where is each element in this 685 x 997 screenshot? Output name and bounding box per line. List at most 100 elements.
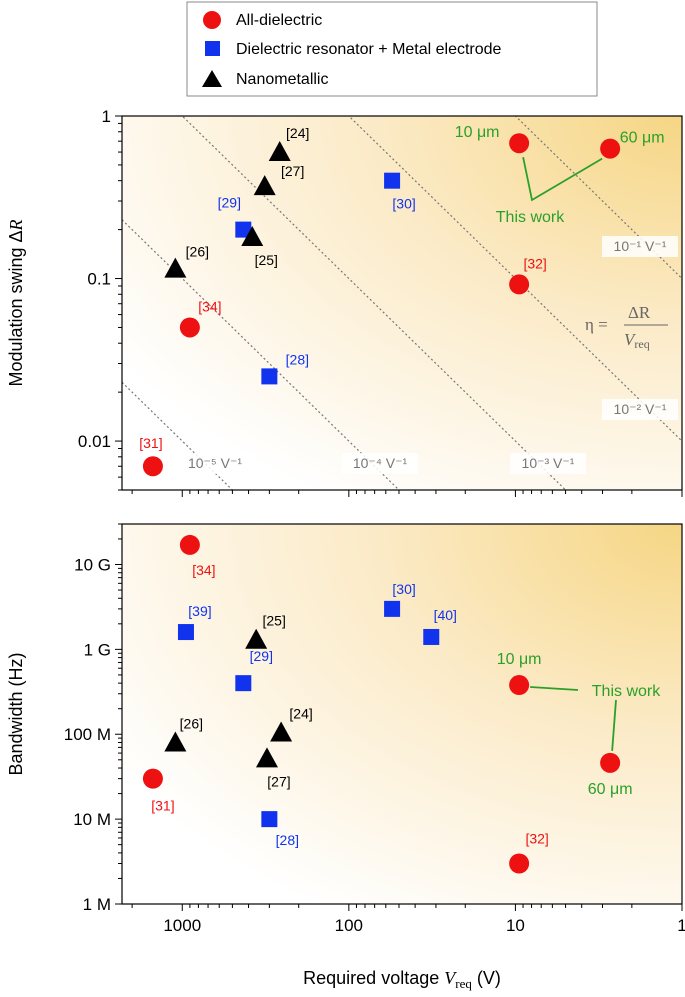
top-label-24: [24]	[286, 125, 309, 141]
bottom-label-26: [26]	[180, 715, 203, 731]
bottom-y-tick-label-1-g: 1 G	[84, 640, 111, 659]
top-plot-background	[122, 116, 682, 490]
bottom-point-all-dielectric-31	[142, 768, 163, 789]
top-y-tick-label-1: 1	[102, 107, 111, 126]
bottom-point-nanometallic-25	[245, 628, 268, 649]
bottom-label-28: [28]	[276, 832, 299, 848]
legend-marker-nanometallic	[202, 70, 222, 87]
x-axis-title: Required voltage Vreq (V)	[303, 968, 501, 991]
top-label-26: [26]	[186, 244, 209, 260]
top-y-tick-label-0-1: 0.1	[87, 270, 111, 289]
bottom-label-40: [40]	[434, 607, 457, 623]
bottom-point-dielectric-resonator-metal-electrode-40	[423, 628, 440, 645]
bottom-y-axis: 1 M 10 M 100 M 1 G 10 G	[64, 523, 122, 914]
formula-denominator: Vreq	[624, 330, 650, 351]
x-tick-label-100: 100	[335, 916, 363, 935]
this-work-annotation-top: This work	[496, 157, 603, 226]
top-point-all-dielectric-31	[142, 456, 163, 477]
top-panel: 10⁻⁵ V⁻¹ 10⁻⁴ V⁻¹ 10⁻³ V⁻¹ 10⁻² V⁻¹ 10⁻¹ V⁻¹…	[6, 107, 683, 497]
x-tick-label-1: 1	[677, 916, 685, 935]
bottom-x-axis: 1000 100 10 1	[131, 904, 685, 935]
bottom-point-nanometallic-27	[255, 747, 278, 768]
top-y-axis: 1 0.1 0.01	[78, 107, 122, 491]
formula-lhs: η =	[585, 315, 608, 334]
this-work-label-top: This work	[496, 209, 565, 226]
legend-marker-dielectric-resonator	[205, 41, 220, 56]
this-work-connector-top	[522, 157, 603, 202]
top-y-tick-label-0-01: 0.01	[78, 432, 111, 451]
top-point-all-dielectric-34	[179, 317, 200, 338]
top-point-nanometallic-24	[268, 141, 291, 162]
top-data-points: [31] [34] [32] 10 μm 60 μm [28] [29] [30] [26] [2…	[139, 124, 665, 477]
x-tick-label-1000: 1000	[163, 916, 201, 935]
bottom-plot-background	[122, 524, 682, 904]
bottom-label-39: [39]	[188, 603, 211, 619]
bottom-point-dielectric-resonator-metal-electrode-28	[261, 811, 278, 828]
bottom-label-10-m: 10 μm	[497, 651, 542, 668]
iso-label-bg-4	[602, 236, 678, 257]
top-label-25: [25]	[255, 252, 278, 268]
top-label-30: [30]	[392, 196, 415, 212]
top-point-dielectric-resonator-metal-electrode-28	[261, 368, 278, 385]
bottom-label-25: [25]	[262, 613, 285, 629]
bottom-label-32: [32]	[525, 831, 548, 847]
iso-label-bg-1	[342, 453, 418, 474]
bottom-y-tick-label-1-m: 1 M	[83, 895, 111, 914]
legend-label-dielectric-resonator: Dielectric resonator + Metal electrode	[236, 41, 502, 58]
top-label-32: [32]	[523, 255, 546, 271]
iso-label-bg-2	[510, 453, 586, 474]
top-label-27: [27]	[281, 163, 304, 179]
top-label-34: [34]	[198, 298, 221, 314]
bottom-point-all-dielectric-60-m	[600, 752, 621, 773]
top-y-axis-title: Modulation swing ΔR	[6, 219, 26, 386]
top-label-10-m: 10 μm	[455, 124, 500, 141]
bottom-point-nanometallic-26	[164, 731, 187, 752]
bottom-point-all-dielectric-32	[509, 853, 530, 874]
formula-numerator: ΔR	[628, 303, 651, 322]
bottom-panel: This work [31] [34] [32] 10 μm 60 μm [28] [29]…	[6, 523, 685, 935]
this-work-connector-bottom-60	[611, 699, 617, 751]
top-label-31: [31]	[139, 435, 162, 451]
bottom-label-31: [31]	[151, 798, 174, 814]
bottom-point-dielectric-resonator-metal-electrode-29	[235, 675, 252, 692]
bottom-point-dielectric-resonator-metal-electrode-30	[384, 600, 401, 617]
top-point-all-dielectric-32	[509, 274, 530, 295]
x-tick-label-10: 10	[506, 916, 525, 935]
bottom-point-dielectric-resonator-metal-electrode-39	[177, 624, 194, 641]
bottom-data-points: [31] [34] [32] 10 μm 60 μm [28] [29] [30] [39] [4…	[142, 534, 633, 874]
iso-efficiency-labels: 10⁻⁵ V⁻¹ 10⁻⁴ V⁻¹ 10⁻³ V⁻¹ 10⁻² V⁻¹ 10⁻¹ V⁻¹	[177, 236, 678, 474]
bottom-label-34: [34]	[192, 562, 215, 578]
top-label-29: [29]	[218, 195, 241, 211]
this-work-label-bottom: This work	[592, 683, 661, 700]
bottom-y-tick-label-100-m: 100 M	[64, 725, 111, 744]
iso-label-1: 10⁻⁴ V⁻¹	[353, 455, 408, 471]
top-point-all-dielectric-60-m	[600, 138, 621, 159]
top-label-60-m: 60 μm	[620, 130, 665, 147]
efficiency-formula: η = ΔR Vreq	[585, 303, 668, 351]
bottom-y-axis-title: Bandwidth (Hz)	[6, 652, 26, 775]
top-plot-frame	[121, 115, 683, 491]
legend-label-all-dielectric: All-dielectric	[236, 12, 322, 29]
bottom-label-29: [29]	[250, 648, 273, 664]
bottom-y-tick-label-10-m: 10 M	[73, 810, 111, 829]
bottom-point-nanometallic-24	[270, 721, 293, 742]
top-point-nanometallic-27	[253, 175, 276, 196]
legend-box	[186, 1, 598, 97]
top-point-dielectric-resonator-metal-electrode-30	[384, 172, 401, 189]
iso-label-4: 10⁻¹ V⁻¹	[614, 238, 667, 254]
bottom-label-27: [27]	[267, 773, 290, 789]
bottom-label-24: [24]	[289, 705, 312, 721]
bottom-label-60-m: 60 μm	[588, 781, 633, 798]
bottom-plot-frame	[121, 523, 683, 905]
iso-label-0: 10⁻⁵ V⁻¹	[188, 455, 242, 471]
top-x-ticks	[131, 490, 683, 497]
iso-label-bg-3	[602, 399, 678, 420]
legend: All-dielectric Dielectric resonator + Me…	[186, 1, 598, 97]
legend-marker-all-dielectric	[203, 11, 221, 29]
bottom-point-all-dielectric-34	[179, 534, 200, 555]
top-point-nanometallic-26	[164, 257, 187, 278]
top-point-nanometallic-25	[241, 226, 264, 247]
top-label-28: [28]	[286, 351, 309, 367]
iso-label-3: 10⁻² V⁻¹	[614, 401, 667, 417]
